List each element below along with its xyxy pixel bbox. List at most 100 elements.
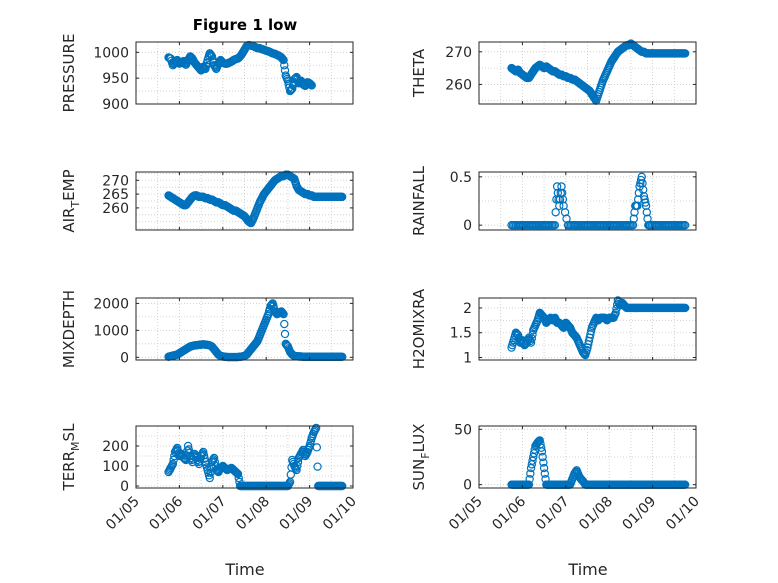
- data-point: [537, 443, 546, 452]
- y-axis-label: TERRMSL: [60, 423, 82, 492]
- series-markers: [507, 172, 690, 230]
- x-ticks: [478, 42, 697, 104]
- y-axis-label: MIXDEPTH: [60, 290, 78, 368]
- x-ticks: [135, 172, 354, 230]
- data-point: [337, 192, 347, 202]
- data-point: [277, 53, 286, 62]
- y-axis-label: AIRTEMP: [60, 169, 82, 232]
- axes-frame: [478, 171, 697, 231]
- data-point: [538, 452, 547, 462]
- series-markers: [507, 296, 690, 360]
- y-tick-label: 1000: [93, 45, 129, 61]
- y-axis-label: H2OMIXRA: [410, 288, 428, 369]
- data-point: [641, 201, 651, 211]
- series-markers: [164, 423, 347, 491]
- y-tick-label: 1: [463, 351, 472, 367]
- data-point: [527, 334, 537, 343]
- data-point: [629, 214, 638, 223]
- y-ticks: 900 950 1000: [93, 45, 353, 113]
- y-tick-label: 0: [463, 478, 472, 494]
- y-axis-label: RAINFALL: [410, 165, 428, 236]
- data-point: [555, 201, 564, 211]
- y-tick-label: 260: [445, 77, 472, 93]
- y-tick-label: 950: [102, 71, 129, 87]
- y-axis-label: SUNFLUX: [410, 424, 432, 491]
- data-point: [637, 172, 646, 182]
- y-tick-label: 100: [102, 459, 129, 475]
- y-ticks: 0 100 200: [102, 439, 353, 495]
- data-point: [551, 208, 560, 217]
- x-tick-label: 01/10: [663, 494, 703, 534]
- data-point: [528, 330, 537, 339]
- data-point: [638, 179, 647, 188]
- series-markers: [164, 170, 347, 228]
- y-ticks: 00.5: [450, 170, 696, 234]
- x-tick-label: 01/09: [620, 494, 660, 534]
- data-point: [280, 319, 289, 329]
- data-point: [232, 468, 241, 477]
- data-point: [680, 220, 690, 230]
- data-point: [526, 469, 535, 478]
- y-axis-label: PRESSURE: [60, 34, 78, 113]
- data-point: [278, 55, 288, 64]
- data-point: [307, 81, 316, 90]
- data-point: [537, 447, 547, 456]
- data-point: [279, 55, 288, 65]
- data-point: [306, 79, 315, 89]
- y-tick-label: 265: [102, 187, 129, 203]
- data-point: [199, 63, 209, 72]
- data-point: [313, 462, 322, 471]
- data-point: [638, 185, 648, 194]
- x-axis-label-left: Time: [224, 560, 264, 579]
- figure-title: Figure 1 low: [193, 16, 298, 34]
- data-point: [526, 338, 536, 347]
- data-point: [280, 329, 290, 339]
- series-markers: [507, 39, 690, 105]
- data-point: [525, 474, 534, 484]
- x-tick-label: 01/05: [103, 494, 143, 534]
- y-ticks: 11.52: [450, 301, 696, 367]
- data-point: [550, 220, 560, 230]
- series-markers: [164, 40, 316, 96]
- y-tick-label: 50: [454, 422, 472, 438]
- y-tick-label: 0.5: [450, 170, 472, 186]
- x-ticks: [478, 298, 697, 360]
- y-tick-label: 1.5: [450, 326, 472, 342]
- data-point: [628, 220, 638, 230]
- data-point: [557, 188, 567, 198]
- x-tick-label: 01/06: [489, 493, 529, 533]
- x-tick-label: 01/06: [146, 493, 186, 533]
- x-tick-label: 01/07: [533, 494, 573, 534]
- data-point: [633, 201, 642, 211]
- data-point: [200, 454, 209, 463]
- data-point: [277, 308, 287, 317]
- data-point: [210, 457, 220, 467]
- data-point: [277, 307, 286, 316]
- data-point: [557, 182, 566, 191]
- y-tick-label: 2000: [93, 296, 129, 312]
- data-point: [251, 339, 260, 349]
- axes-frame: [478, 41, 697, 105]
- y-tick-label: 2: [463, 301, 472, 317]
- axes-frame: [478, 297, 697, 361]
- data-point: [552, 182, 562, 191]
- data-point: [200, 63, 209, 73]
- y-tick-label: 0: [120, 479, 129, 495]
- x-tick-label: 01/09: [277, 494, 317, 534]
- data-point: [267, 300, 277, 309]
- data-point: [306, 80, 316, 89]
- data-point: [281, 339, 290, 349]
- data-point: [305, 79, 314, 88]
- data-point: [206, 50, 215, 59]
- y-axis-label: THETA: [410, 48, 428, 98]
- subplot-theta: 260 270 THETA: [410, 39, 697, 105]
- subplot-terr_msl: 01/05 01/06 01/07 01/08 01/09 01/10 0 100 200 TER…: [60, 423, 360, 533]
- data-point: [311, 423, 321, 433]
- data-point: [209, 453, 219, 463]
- data-point: [558, 195, 568, 204]
- data-point: [288, 84, 297, 93]
- data-point: [168, 459, 178, 469]
